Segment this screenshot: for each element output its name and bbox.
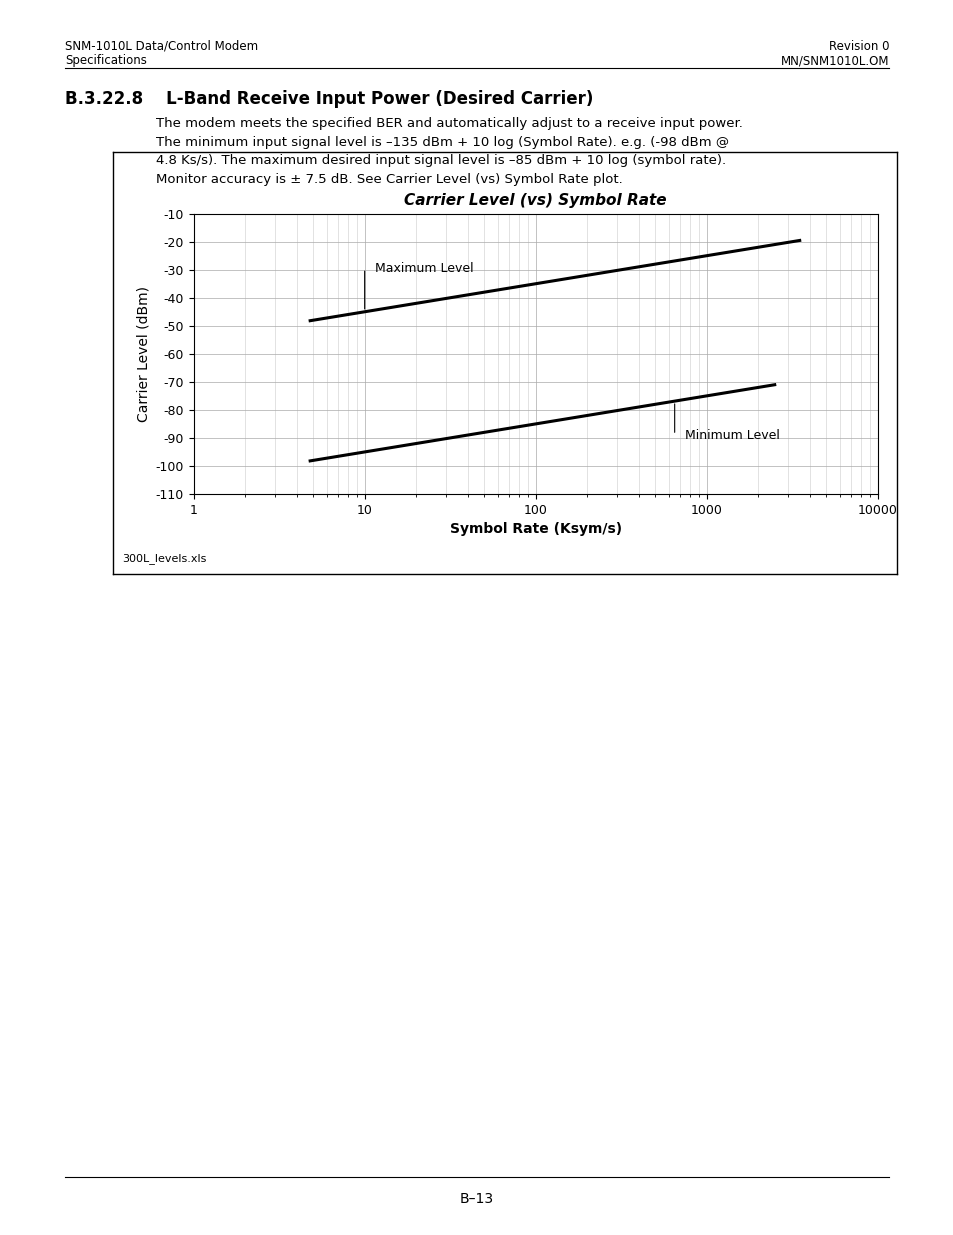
X-axis label: Symbol Rate (Ksym/s): Symbol Rate (Ksym/s) — [449, 522, 621, 536]
Text: The modem meets the specified BER and automatically adjust to a receive input po: The modem meets the specified BER and au… — [155, 117, 741, 185]
Text: B.3.22.8    L-Band Receive Input Power (Desired Carrier): B.3.22.8 L-Band Receive Input Power (Des… — [65, 90, 593, 109]
Text: Revision 0: Revision 0 — [828, 40, 888, 53]
Text: MN/SNM1010L.OM: MN/SNM1010L.OM — [780, 54, 888, 68]
Text: Minimum Level: Minimum Level — [684, 429, 780, 442]
Title: Carrier Level (vs) Symbol Rate: Carrier Level (vs) Symbol Rate — [404, 194, 666, 209]
Text: Specifications: Specifications — [65, 54, 147, 68]
Text: Maximum Level: Maximum Level — [375, 262, 474, 275]
Text: 300L_levels.xls: 300L_levels.xls — [122, 553, 206, 564]
Text: SNM-1010L Data/Control Modem: SNM-1010L Data/Control Modem — [65, 40, 257, 53]
Text: B–13: B–13 — [459, 1192, 494, 1205]
Y-axis label: Carrier Level (dBm): Carrier Level (dBm) — [136, 285, 150, 422]
